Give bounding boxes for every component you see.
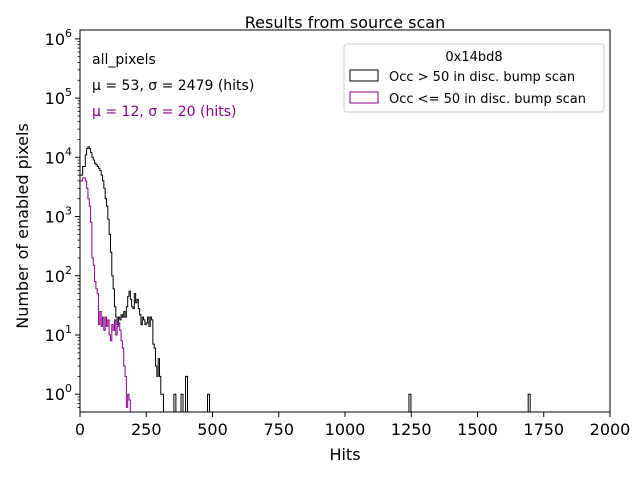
y-tick-label: 101 [45, 323, 72, 345]
series-layer [79, 146, 531, 413]
histogram-series-0 [79, 146, 164, 412]
histogram-spike [185, 375, 189, 412]
y-tick-label: 106 [45, 27, 72, 49]
x-tick-label: 750 [263, 420, 294, 439]
x-axis-ticks: 0 250 500 750 1000 1250 1500 1750 2000 [75, 412, 630, 439]
histogram-spike [173, 393, 177, 412]
histogram-spike [527, 393, 531, 412]
histogram-spike [408, 393, 412, 412]
legend-entry-purple: Occ <= 50 in disc. bump scan [389, 92, 586, 107]
legend-swatch-purple [349, 91, 379, 104]
y-axis-label: Number of enabled pixels [13, 123, 32, 329]
x-tick-label: 500 [197, 420, 228, 439]
legend-swatch-black [349, 69, 379, 82]
x-tick-label: 0 [75, 420, 85, 439]
x-tick-label: 1500 [457, 420, 498, 439]
annotation-label: all_pixels [92, 52, 156, 68]
y-tick-label: 104 [45, 145, 72, 167]
x-tick-label: 1250 [391, 420, 432, 439]
legend-box [343, 43, 605, 113]
legend-entry-black: Occ > 50 in disc. bump scan [389, 70, 575, 85]
x-tick-label: 1750 [523, 420, 564, 439]
histogram-spike [207, 393, 211, 412]
y-tick-label: 103 [45, 205, 72, 227]
y-tick-label: 102 [45, 264, 72, 286]
annotation-stats-black: μ = 53, σ = 2479 (hits) [92, 78, 254, 94]
histogram-series-1 [79, 177, 133, 413]
x-axis-label: Hits [329, 445, 360, 464]
legend-title: 0x14bd8 [445, 50, 502, 65]
x-tick-label: 250 [131, 420, 162, 439]
legend: 0x14bd8 Occ > 50 in disc. bump scan Occ … [343, 43, 605, 113]
y-tick-label: 100 [45, 382, 72, 404]
x-tick-label: 2000 [590, 420, 631, 439]
chart-title: Results from source scan [245, 13, 445, 32]
histogram-spike [180, 393, 184, 412]
x-tick-label: 1000 [325, 420, 366, 439]
y-axis-ticks: 100 101 102 103 104 105 106 [45, 27, 80, 408]
annotation-stats-purple: μ = 12, σ = 20 (hits) [92, 104, 237, 120]
y-tick-label: 105 [45, 86, 72, 108]
